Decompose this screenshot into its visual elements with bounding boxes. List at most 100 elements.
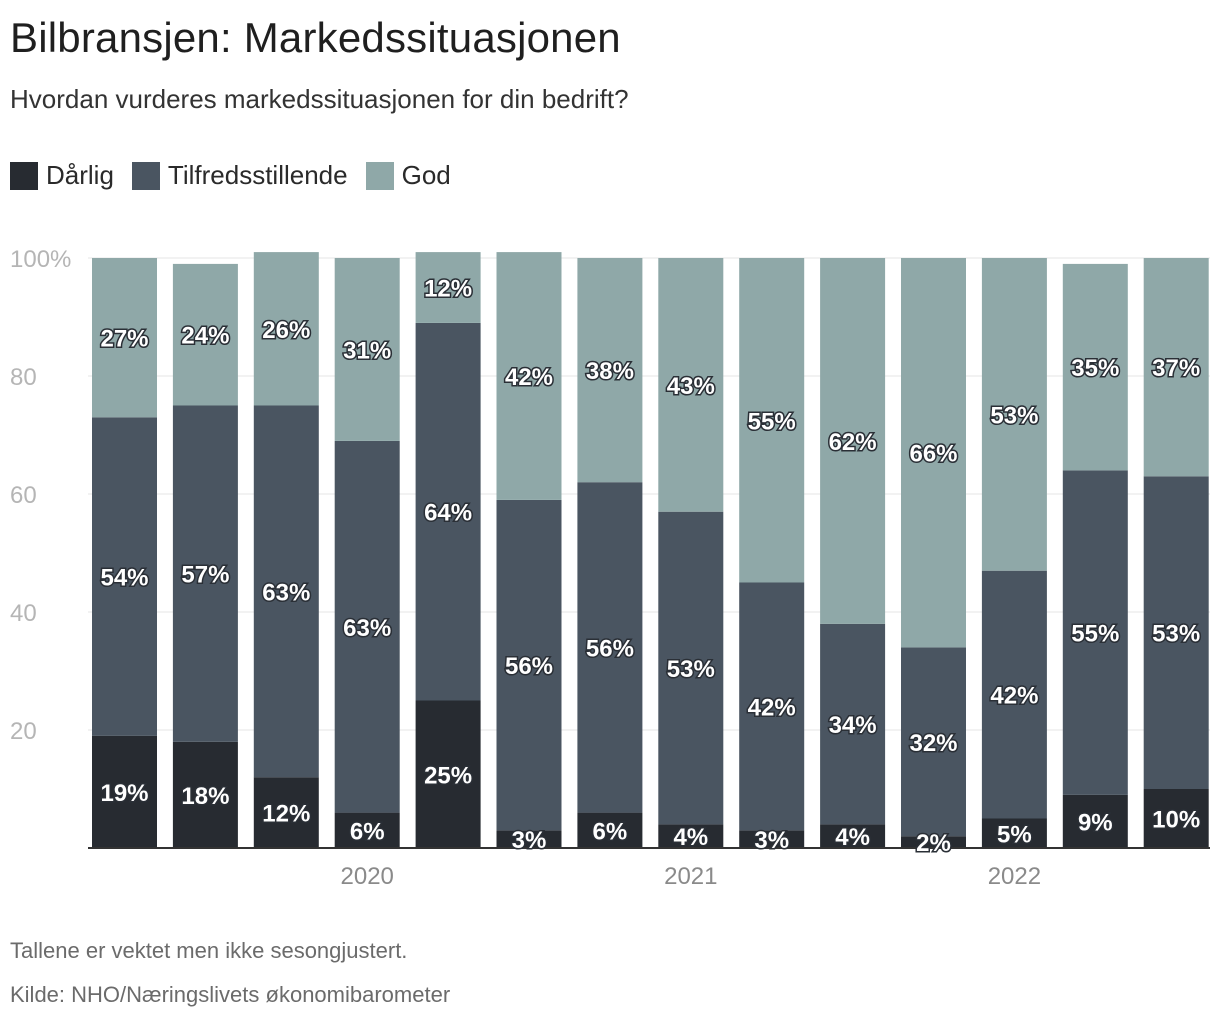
source-note: Kilde: NHO/Næringslivets økonomibaromete…: [10, 982, 451, 1007]
bar-segment: [658, 511, 724, 825]
data-label: 56%: [586, 635, 634, 662]
x-tick-label: 2021: [664, 863, 717, 890]
data-label: 6%: [593, 818, 628, 845]
bar-segment: [496, 252, 562, 500]
data-label: 32%: [909, 730, 957, 757]
legend-label-tilfredsstillende: Tilfredsstillende: [167, 160, 348, 190]
bar-segment: [172, 263, 238, 406]
bar-segment: [820, 258, 886, 624]
bar-segment: [253, 777, 319, 848]
data-label: 31%: [343, 337, 391, 364]
data-label: 35%: [1071, 355, 1119, 382]
bar-segment: [334, 812, 400, 848]
bar-segment: [577, 258, 643, 483]
data-label: 55%: [1071, 621, 1119, 648]
legend-item-tilfredsstillende: Tilfredsstillende: [131, 160, 348, 191]
y-tick-label: 100%: [10, 246, 71, 273]
bar-segment: [901, 647, 966, 837]
data-label: 57%: [181, 562, 229, 589]
bar-segment: [820, 824, 886, 848]
data-label: 26%: [262, 317, 310, 344]
bar-segment: [92, 417, 157, 736]
data-label: 42%: [505, 364, 553, 391]
data-label: 53%: [1152, 621, 1200, 648]
bar-segment: [981, 258, 1047, 571]
data-label: 42%: [748, 694, 796, 721]
bar-segment: [415, 252, 481, 323]
bar-segment: [739, 582, 805, 831]
bar-segment: [253, 252, 319, 406]
bar-segment: [92, 735, 157, 848]
data-label: 63%: [343, 615, 391, 642]
data-label: 3%: [754, 827, 789, 854]
bar-segment: [1143, 476, 1209, 789]
data-label: 43%: [667, 373, 715, 400]
legend-label-god: God: [401, 160, 451, 190]
bar-segment: [415, 700, 481, 848]
bar-segment: [253, 405, 319, 778]
bar-segment: [1143, 789, 1209, 848]
bar-segment: [577, 482, 643, 813]
bar-segment: [820, 623, 886, 825]
bar-segment: [739, 258, 805, 583]
data-label: 6%: [350, 818, 385, 845]
bar-segment: [901, 258, 966, 648]
bar-segment: [577, 812, 643, 848]
bar-segment: [496, 499, 562, 831]
bar-segment: [172, 741, 238, 848]
data-label: 56%: [505, 653, 553, 680]
data-label: 66%: [909, 441, 957, 468]
legend-label-darlig: Dårlig: [46, 160, 114, 190]
bar-segment: [172, 405, 238, 742]
bar-segment: [658, 258, 724, 512]
bar-segment: [981, 570, 1047, 819]
data-label: 3%: [512, 827, 547, 854]
bar-segment: [1062, 470, 1128, 795]
bar-segment: [739, 830, 805, 848]
legend-item-god: God: [365, 160, 451, 191]
chart-subtitle: Hvordan vurderes markedssituasjonen for …: [10, 84, 629, 114]
chart-title: Bilbransjen: Markedssituasjonen: [10, 14, 621, 61]
bar-segment: [1062, 794, 1128, 848]
data-label: 63%: [262, 579, 310, 606]
x-tick-label: 2020: [341, 863, 394, 890]
legend: Dårlig Tilfredsstillende God: [10, 160, 469, 191]
data-label: 12%: [424, 276, 472, 303]
data-label: 53%: [990, 402, 1038, 429]
bar-segment: [901, 836, 966, 848]
data-label: 53%: [667, 656, 715, 683]
y-tick-label: 20: [10, 718, 37, 745]
data-label: 18%: [181, 783, 229, 810]
data-label: 12%: [262, 801, 310, 828]
data-label: 2%: [916, 830, 951, 857]
data-label: 34%: [829, 712, 877, 739]
legend-swatch-god: [365, 161, 394, 190]
data-label: 37%: [1152, 355, 1200, 382]
legend-swatch-darlig: [10, 161, 38, 190]
bar-segment: [334, 258, 400, 441]
data-label: 64%: [424, 500, 472, 527]
bar-segment: [658, 824, 724, 848]
data-label: 10%: [1152, 807, 1200, 834]
legend-swatch-tilfredsstillende: [131, 161, 160, 190]
bar-segment: [334, 440, 400, 813]
data-label: 54%: [100, 565, 148, 592]
data-label: 5%: [997, 821, 1032, 848]
data-label: 25%: [424, 762, 472, 789]
data-label: 4%: [673, 824, 708, 851]
bar-segment: [1062, 263, 1128, 471]
bar-segment: [415, 322, 481, 701]
data-label: 27%: [100, 326, 148, 353]
bar-segment: [981, 818, 1047, 848]
data-label: 62%: [829, 429, 877, 456]
y-tick-label: 40: [10, 600, 37, 627]
bar-segment: [1143, 258, 1209, 477]
y-tick-label: 60: [10, 482, 37, 509]
data-label: 24%: [181, 323, 229, 350]
stacked-bar-chart: 20 40 60 80 100% 19% 54% 27% 18% 57% 24% 12% 63% 26% 6…: [10, 246, 1210, 890]
data-label: 38%: [586, 358, 634, 385]
data-label: 55%: [748, 408, 796, 435]
bar-segment: [92, 258, 157, 418]
data-label: 19%: [100, 780, 148, 807]
y-tick-label: 80: [10, 364, 37, 391]
